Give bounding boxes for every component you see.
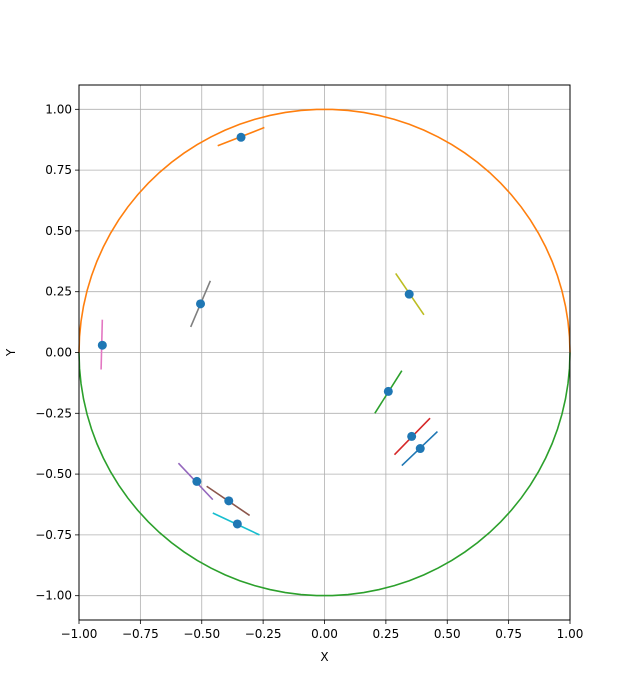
scatter-point bbox=[97, 340, 107, 350]
scatter-point bbox=[224, 496, 234, 506]
x-tick-label: −0.50 bbox=[183, 627, 220, 641]
y-tick-label: 0.25 bbox=[45, 285, 72, 299]
scatter-point bbox=[192, 476, 202, 486]
y-tick-label: 1.00 bbox=[45, 102, 72, 116]
x-axis: −1.00 −0.75 −0.50 −0.25 0.00 0.25 0.50 0.75 1.00 bbox=[61, 620, 584, 641]
circle-layer bbox=[78, 108, 571, 597]
x-tick-label: −1.00 bbox=[61, 627, 98, 641]
scatter-point bbox=[196, 299, 206, 309]
y-tick-label: 0.50 bbox=[45, 224, 72, 238]
scatter-point bbox=[236, 132, 246, 142]
y-tick-label: −1.00 bbox=[35, 589, 72, 603]
x-tick-label: 0.50 bbox=[434, 627, 461, 641]
scatter-point bbox=[407, 431, 417, 441]
y-axis-label: Y bbox=[4, 348, 18, 357]
scatter-point bbox=[383, 386, 393, 396]
x-tick-label: 0.75 bbox=[495, 627, 522, 641]
x-tick-label: 0.25 bbox=[373, 627, 400, 641]
x-tick-label: 1.00 bbox=[557, 627, 584, 641]
scatter-point bbox=[415, 444, 425, 454]
lower-semicircle bbox=[78, 352, 571, 597]
y-tick-label: −0.50 bbox=[35, 467, 72, 481]
y-axis: 1.00 0.75 0.50 0.25 0.00 −0.25 −0.50 −0.75 −1.00 bbox=[35, 102, 79, 603]
y-tick-label: 0.75 bbox=[45, 163, 72, 177]
x-tick-label: −0.25 bbox=[245, 627, 282, 641]
x-axis-label: X bbox=[320, 650, 328, 664]
upper-semicircle bbox=[78, 108, 571, 353]
y-tick-label: −0.25 bbox=[35, 406, 72, 420]
point-layer bbox=[97, 132, 425, 529]
scatter-point bbox=[232, 519, 242, 529]
x-tick-label: 0.00 bbox=[311, 627, 338, 641]
scatter-point bbox=[404, 289, 414, 299]
x-tick-label: −0.75 bbox=[122, 627, 159, 641]
y-tick-label: 0.00 bbox=[45, 346, 72, 360]
y-tick-label: −0.75 bbox=[35, 528, 72, 542]
